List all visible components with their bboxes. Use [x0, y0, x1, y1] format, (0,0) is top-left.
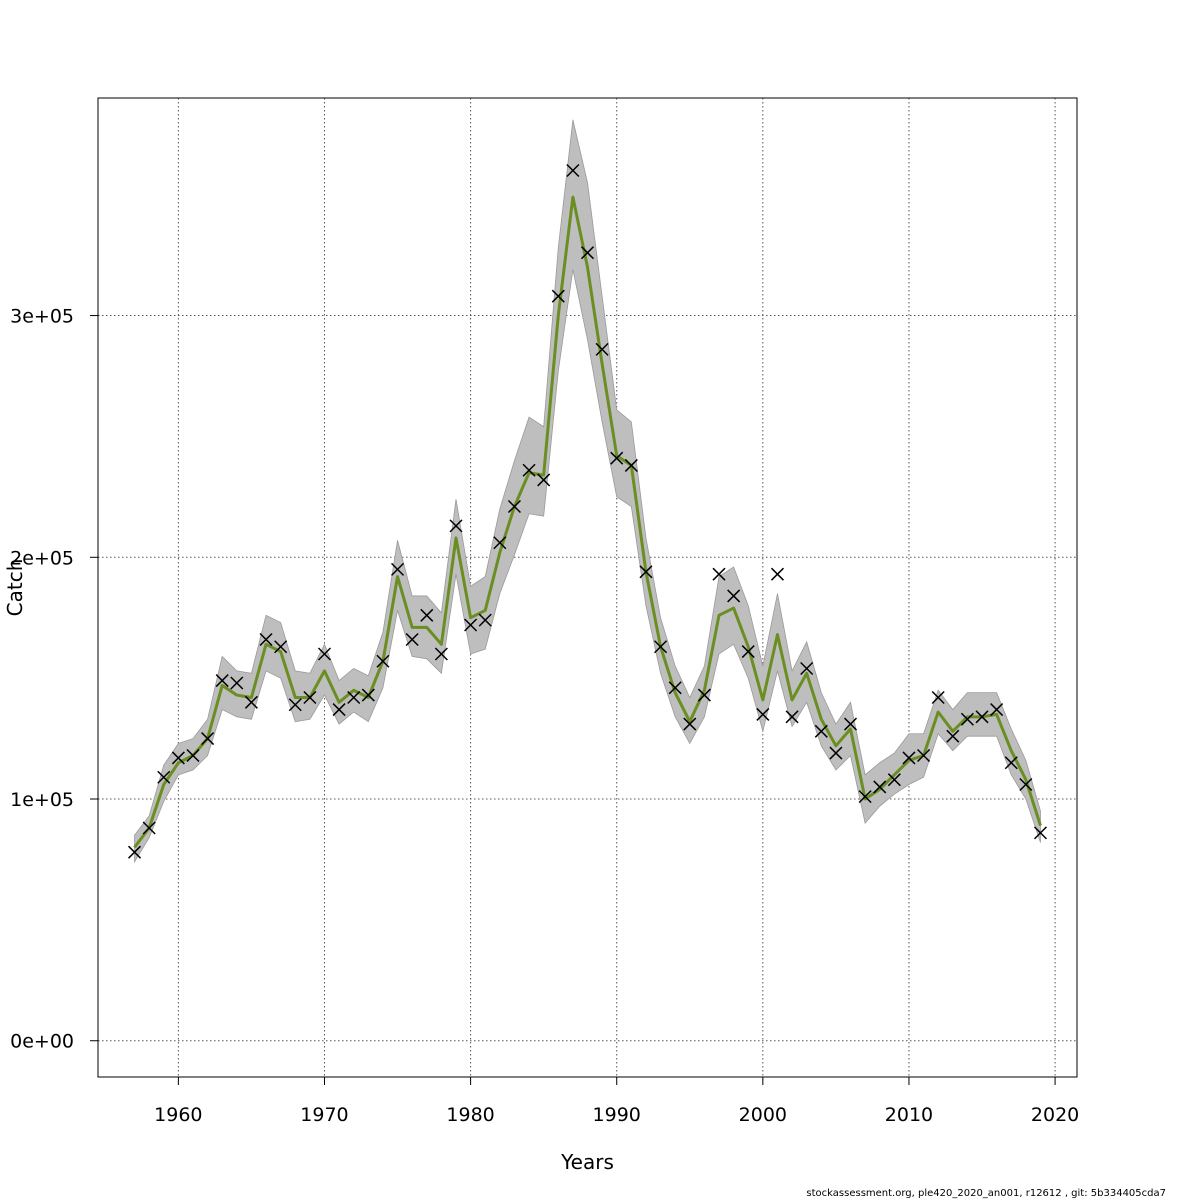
plot-frame — [97, 97, 1078, 1078]
x-axis: 1960 1970 1980 1990 2000 2010 2020 — [154, 1077, 1079, 1126]
observed-point-1998 — [727, 589, 741, 603]
observed-point-1992 — [639, 565, 653, 579]
observed-point-1989 — [595, 342, 609, 356]
observed-point-2003 — [800, 661, 814, 676]
observed-point-1972 — [347, 690, 361, 705]
observed-point-2006 — [843, 717, 858, 731]
observed-point-1958 — [142, 821, 156, 835]
observed-point-1997 — [712, 567, 726, 581]
observed-point-1999 — [741, 645, 755, 659]
x-tick-label-1960: 1960 — [154, 1104, 202, 1126]
confidence-band — [134, 119, 1041, 864]
observed-point-1977 — [420, 608, 434, 622]
observed-point-2001 — [770, 567, 784, 581]
y-axis: 0e+00 1e+05 2e+05 3e+05 — [10, 306, 98, 1053]
observed-point-1959 — [157, 770, 171, 784]
observed-point-1964 — [230, 676, 244, 690]
observed-point-2015 — [975, 710, 989, 724]
observed-point-1980 — [464, 618, 478, 632]
observed-point-1973 — [361, 688, 375, 702]
x-tick-label-2020: 2020 — [1031, 1104, 1079, 1126]
observed-point-2012 — [931, 690, 945, 705]
observed-point-1984 — [522, 463, 536, 477]
observed-point-2000 — [756, 707, 770, 721]
x-tick-label-1990: 1990 — [593, 1104, 641, 1126]
observed-point-2014 — [960, 712, 974, 726]
y-tick-label-0: 0e+00 — [10, 1031, 74, 1053]
observed-point-1981 — [478, 613, 492, 627]
observed-point-1985 — [537, 473, 551, 487]
observed-point-1974 — [376, 654, 390, 668]
observed-point-1983 — [507, 499, 521, 514]
observed-point-1967 — [274, 640, 288, 654]
observed-point-1961 — [186, 748, 200, 763]
observed-point-1995 — [683, 717, 697, 731]
y-tick-label-300000: 3e+05 — [10, 306, 74, 328]
observed-point-1976 — [405, 632, 419, 647]
observed-point-2004 — [814, 724, 828, 738]
observed-point-1991 — [624, 458, 638, 472]
x-tick-label-1980: 1980 — [446, 1104, 494, 1126]
x-tick-label-2000: 2000 — [739, 1104, 787, 1126]
observed-point-1990 — [610, 451, 624, 465]
observed-point-1988 — [580, 246, 595, 260]
observed-point-2007 — [858, 790, 872, 804]
observed-point-2005 — [829, 746, 843, 760]
x-axis-title: Years — [560, 1150, 614, 1174]
observed-point-1968 — [288, 698, 302, 712]
observed-point-1994 — [668, 681, 682, 695]
observed-point-2018 — [1019, 777, 1033, 792]
observed-point-2008 — [873, 780, 887, 794]
observed-point-1971 — [332, 703, 346, 717]
observed-point-2017 — [1004, 756, 1018, 770]
footer-credit: stockassessment.org, ple420_2020_an001, … — [806, 1188, 1166, 1199]
fitted-catch-line — [133, 195, 1042, 849]
observed-point-2013 — [946, 729, 960, 743]
observed-point-2016 — [990, 703, 1004, 717]
y-axis-title: Catch — [3, 559, 27, 617]
observed-point-1966 — [259, 632, 273, 647]
observed-point-2011 — [917, 748, 931, 763]
observed-point-1965 — [244, 695, 258, 709]
observed-point-1996 — [697, 688, 711, 702]
observed-point-1969 — [303, 690, 317, 705]
observed-point-1957 — [127, 845, 142, 859]
x-tick-label-1970: 1970 — [300, 1104, 348, 1126]
x-tick-label-2010: 2010 — [885, 1104, 933, 1126]
y-tick-label-100000: 1e+05 — [10, 789, 74, 811]
observed-point-2002 — [785, 710, 799, 724]
observed-point-1987 — [566, 163, 580, 178]
observed-point-1962 — [201, 732, 215, 746]
observed-point-1982 — [493, 536, 507, 550]
observed-point-1986 — [551, 289, 565, 303]
observed-point-1960 — [171, 751, 185, 765]
observed-point-1975 — [391, 562, 405, 576]
observed-point-2019 — [1033, 826, 1048, 840]
observed-catch-markers — [127, 163, 1048, 859]
y-tick-label-200000: 2e+05 — [10, 547, 74, 569]
observed-point-1978 — [434, 647, 448, 661]
observed-point-1979 — [449, 519, 463, 533]
observed-point-2010 — [902, 751, 916, 765]
observed-point-1970 — [317, 647, 332, 661]
observed-point-1963 — [215, 674, 229, 688]
observed-point-2009 — [887, 773, 901, 787]
observed-point-1993 — [654, 640, 668, 654]
